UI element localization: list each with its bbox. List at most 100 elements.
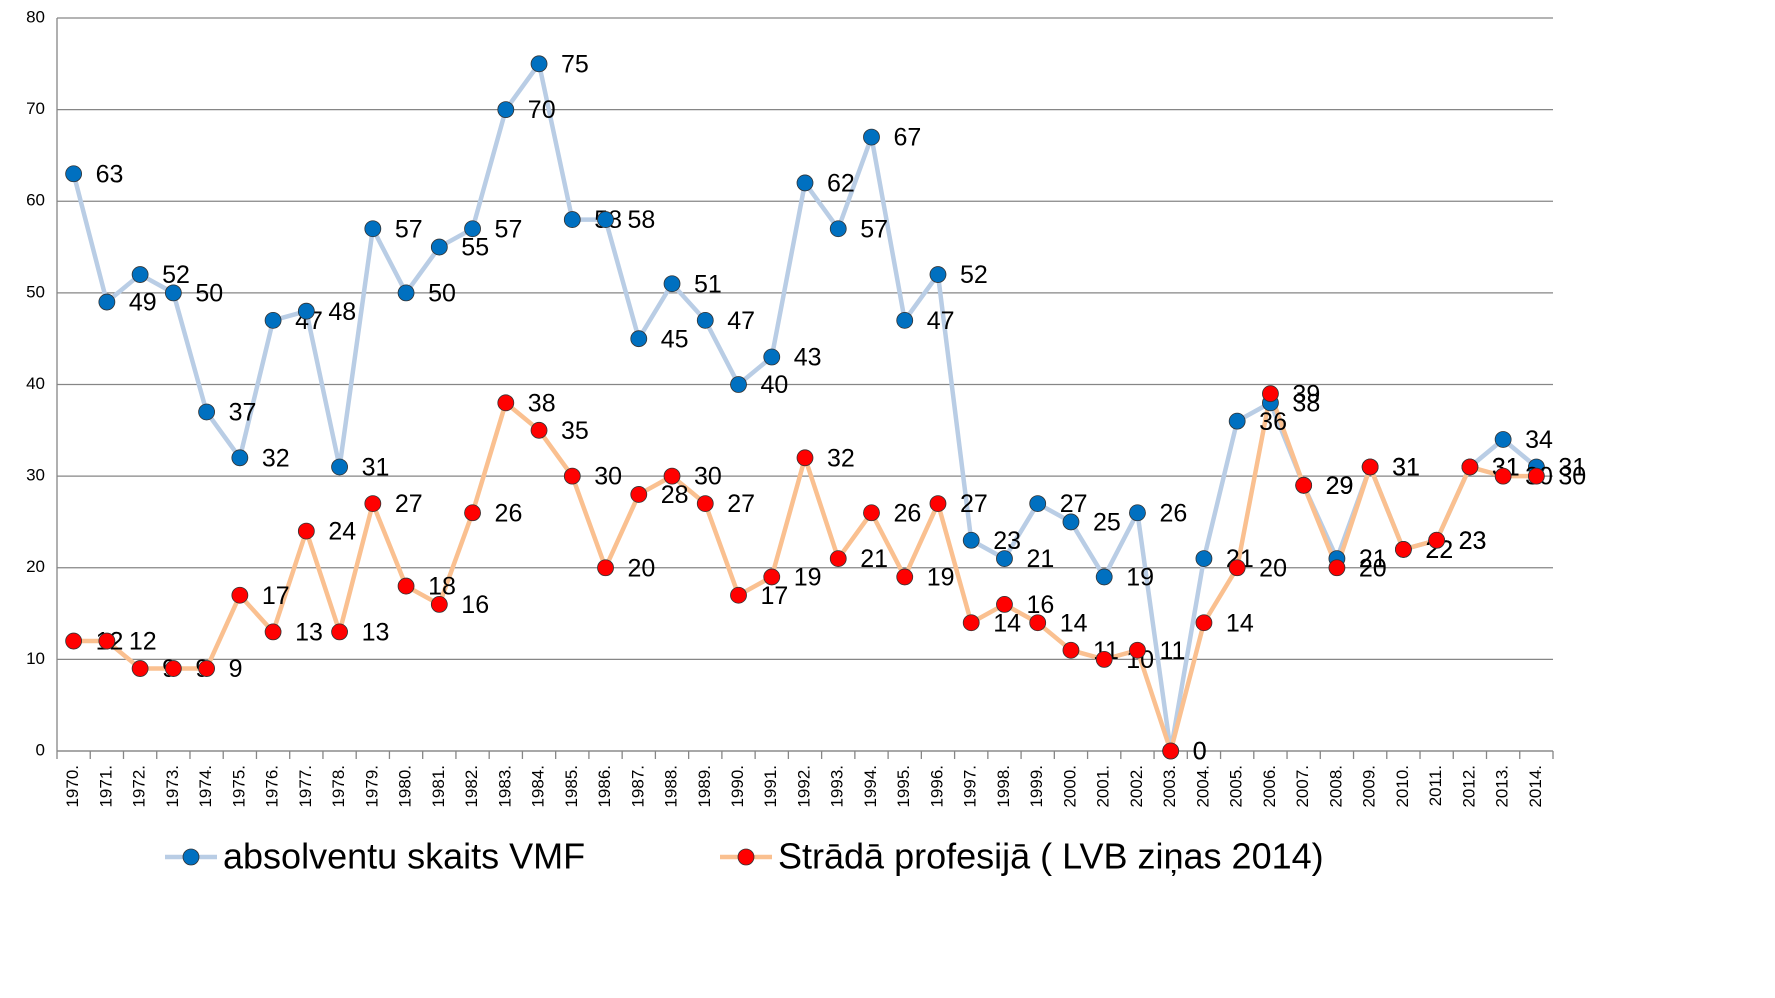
x-tick-label: 2004. [1193, 765, 1212, 808]
x-tick-label: 1978. [329, 765, 348, 808]
data-label: 27 [1060, 490, 1088, 518]
marker [1527, 467, 1545, 485]
x-tick-label: 2006. [1260, 765, 1279, 808]
marker [1062, 513, 1080, 531]
x-tick-label: 2007. [1293, 765, 1312, 808]
marker [597, 559, 614, 577]
marker [198, 660, 216, 677]
y-tick-label: 80 [26, 7, 45, 26]
x-tick-label: 2000. [1060, 765, 1079, 808]
data-label: 32 [827, 444, 855, 472]
x-tick-label: 1990. [728, 765, 747, 808]
data-label: 35 [561, 417, 589, 445]
data-label: 21 [860, 545, 888, 573]
y-tick-label: 10 [26, 649, 45, 668]
data-label: 26 [495, 499, 523, 527]
data-label: 43 [794, 344, 822, 372]
x-tick-label: 1976. [263, 765, 282, 808]
data-label: 21 [1026, 545, 1054, 573]
marker [397, 284, 415, 302]
marker [1395, 541, 1412, 558]
data-label: 16 [461, 591, 489, 619]
x-tick-label: 1981. [429, 765, 448, 808]
data-label: 58 [628, 206, 656, 234]
y-tick-label: 70 [26, 99, 45, 118]
marker [730, 376, 747, 393]
data-label: 63 [96, 160, 124, 188]
marker [962, 614, 980, 632]
data-label: 19 [1126, 564, 1154, 592]
marker [530, 421, 548, 439]
data-label: 38 [1292, 389, 1320, 417]
data-label: 40 [761, 371, 789, 399]
marker [364, 495, 382, 513]
data-label: 50 [428, 279, 456, 307]
marker [863, 504, 880, 522]
y-tick-label: 30 [26, 466, 45, 485]
marker [1494, 431, 1512, 448]
x-tick-label: 1989. [695, 765, 714, 808]
data-label: 70 [528, 96, 556, 124]
marker [464, 220, 481, 238]
data-label: 13 [362, 618, 390, 646]
marker [497, 101, 515, 119]
data-label: 37 [229, 399, 257, 427]
marker [297, 522, 315, 540]
marker [896, 311, 914, 329]
data-label: 67 [893, 124, 921, 152]
data-label: 36 [1259, 408, 1287, 436]
x-tick-label: 1972. [130, 765, 149, 808]
marker [1129, 504, 1146, 522]
data-label: 14 [1060, 609, 1088, 637]
data-label: 21 [1359, 545, 1387, 573]
marker [1029, 495, 1047, 513]
x-tick-label: 1979. [362, 765, 381, 808]
legend-label: Strādā profesijā ( LVB ziņas 2014) [778, 836, 1324, 877]
data-label: 0 [1193, 738, 1207, 766]
marker [297, 302, 315, 320]
marker [929, 266, 947, 283]
data-label: 27 [960, 490, 988, 518]
marker [164, 660, 182, 677]
data-label: 57 [395, 215, 423, 243]
legend-label: absolventu skaits VMF [223, 836, 585, 877]
data-label: 52 [162, 261, 190, 289]
marker [1062, 641, 1080, 659]
data-label: 17 [761, 582, 789, 610]
marker [1162, 742, 1180, 760]
marker [696, 311, 714, 329]
marker [264, 311, 282, 329]
marker [1461, 458, 1479, 476]
marker [696, 495, 714, 513]
marker [829, 550, 847, 567]
marker [98, 293, 116, 311]
x-tick-label: 1996. [927, 765, 946, 808]
data-label: 47 [727, 307, 755, 335]
data-label: 30 [1558, 463, 1586, 491]
data-label: 17 [262, 582, 290, 610]
data-label: 26 [893, 499, 921, 527]
x-tick-label: 1987. [628, 765, 647, 808]
marker [962, 531, 980, 549]
marker [663, 275, 681, 293]
data-label: 9 [229, 655, 243, 683]
data-label: 23 [993, 527, 1021, 555]
data-label: 47 [927, 307, 955, 335]
data-label: 11 [1159, 637, 1185, 665]
x-tick-label: 1970. [63, 765, 82, 808]
marker [65, 165, 83, 183]
x-tick-label: 1974. [196, 765, 215, 808]
data-label: 27 [395, 490, 423, 518]
data-label: 12 [129, 628, 157, 656]
marker [430, 596, 448, 613]
x-tick-label: 2009. [1360, 765, 1379, 808]
x-tick-label: 1992. [794, 765, 813, 808]
data-label: 29 [1326, 472, 1354, 500]
marker [397, 577, 415, 595]
marker [364, 220, 382, 238]
x-tick-label: 2003. [1160, 765, 1179, 808]
data-label: 14 [1226, 609, 1254, 637]
marker [996, 550, 1013, 567]
data-label: 62 [827, 170, 855, 198]
data-label: 20 [1259, 554, 1287, 582]
